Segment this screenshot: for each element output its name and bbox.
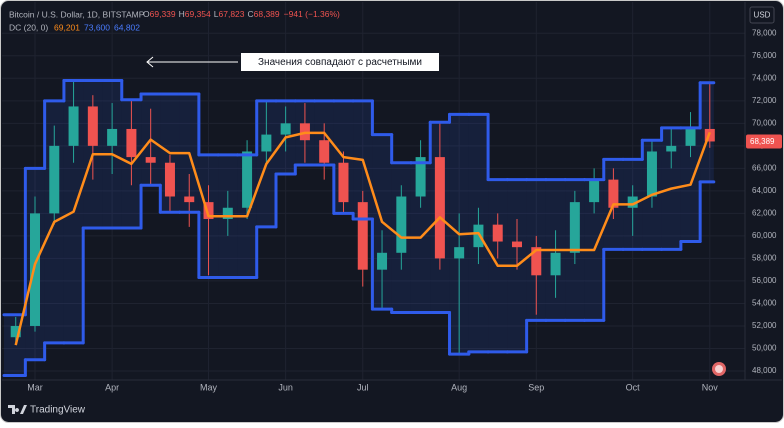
candle-body	[646, 151, 657, 197]
indicator-lower: 64,802	[114, 22, 140, 32]
candle-body	[685, 128, 696, 146]
y-tick-label: 64,000	[752, 186, 777, 195]
ohlc-value: 69,339	[150, 9, 176, 19]
last-price: 68,389	[750, 137, 775, 146]
candle-body	[589, 179, 600, 203]
last-price-tag	[746, 134, 782, 149]
ohlc-key: L	[214, 9, 219, 19]
channel-fill	[4, 314, 26, 376]
candle-body	[319, 140, 330, 163]
indicator-basis: 69,201	[54, 22, 80, 32]
x-tick-label: Jun	[278, 382, 293, 392]
channel-basis	[14, 131, 711, 346]
change: −941 (−1.36%)	[284, 9, 340, 19]
brand-name: TradingView	[30, 405, 86, 416]
annotation: Значения совпадают с расчетными	[146, 53, 439, 71]
candle-body	[454, 247, 465, 259]
y-tick-label: 54,000	[752, 299, 777, 308]
y-tick-label: 72,000	[752, 96, 777, 105]
candle-body	[30, 213, 40, 326]
candle-body	[434, 157, 445, 259]
x-tick-label: Oct	[626, 382, 641, 392]
candle-body	[10, 325, 21, 338]
ohlc-key: O	[143, 9, 150, 19]
candle-body	[550, 252, 561, 276]
candle-body	[261, 134, 272, 152]
x-tick-label: Aug	[451, 382, 467, 392]
y-tick-label: 70,000	[752, 118, 777, 127]
y-tick-label: 66,000	[752, 163, 777, 172]
candle-body	[184, 196, 195, 203]
ohlc-value: 69,354	[185, 9, 211, 19]
candle-body	[87, 106, 98, 146]
x-tick-label: Sep	[528, 382, 544, 392]
arrow-head	[146, 56, 154, 68]
logo	[8, 405, 27, 414]
candle-body	[338, 162, 349, 203]
currency-button[interactable]	[749, 6, 775, 24]
candle-body	[608, 179, 619, 208]
candle-body	[126, 128, 137, 158]
candle-body	[242, 151, 253, 208]
flag-icon	[712, 362, 726, 376]
y-tick-label: 74,000	[752, 73, 777, 82]
y-tick-label: 76,000	[752, 51, 777, 60]
ohlc-values: O69,339 H69,354 L67,823 C68,389 −941 (−1.36%…	[143, 9, 340, 19]
candle-body	[357, 202, 368, 270]
candle-body	[569, 202, 580, 253]
y-tick-label: 50,000	[752, 344, 777, 353]
candle-body	[203, 202, 214, 220]
candle-body	[473, 224, 484, 248]
x-tick-label: Nov	[702, 382, 719, 392]
candle-body	[415, 157, 426, 197]
indicator: DC (20, 0)	[9, 22, 48, 32]
symbol: Bitcoin / U.S. Dollar, 1D, BITSTAMP	[9, 9, 145, 19]
annotation-box	[241, 53, 439, 71]
y-tick-label: 78,000	[752, 28, 777, 37]
y-tick-label: 52,000	[752, 321, 777, 330]
ohlc-key: C	[248, 9, 254, 19]
ohlc-value: 68,389	[254, 9, 280, 19]
x-tick-label: Mar	[27, 382, 43, 392]
brand: TradingView	[8, 405, 86, 416]
candle-body	[107, 128, 118, 146]
candle-body	[164, 162, 175, 197]
axes: 48,000 50,000 52,000 54,000 56,000 58,000 60,0…	[27, 28, 782, 392]
candle-body	[396, 196, 407, 253]
candle-body	[68, 106, 79, 146]
candle-body	[145, 157, 156, 163]
candle-body	[377, 252, 388, 270]
candle-body	[666, 145, 677, 152]
candle-body	[492, 224, 503, 242]
plot	[2, 79, 716, 377]
candle-body	[49, 145, 60, 214]
x-tick-label: May	[200, 382, 218, 392]
candle-body	[512, 241, 522, 248]
y-tick-label: 58,000	[752, 254, 777, 263]
candle-body	[531, 247, 542, 276]
candle-body	[627, 196, 638, 208]
annotation-text: Значения совпадают с расчетными	[258, 57, 422, 68]
x-tick-label: Jul	[357, 382, 369, 392]
y-tick-label: 62,000	[752, 208, 777, 217]
icon	[715, 365, 723, 373]
x-tick-label: Apr	[105, 382, 119, 392]
indicator-upper: 73,600	[84, 22, 110, 32]
y-tick-label: 56,000	[752, 276, 777, 285]
ohlc-value: 67,823	[219, 9, 245, 19]
candle-body	[280, 123, 291, 135]
ohlc-key: H	[179, 9, 185, 19]
y-tick-label: 48,000	[752, 366, 777, 375]
candle-body	[222, 207, 233, 220]
currency[interactable]: USD	[754, 11, 771, 20]
y-tick-label: 60,000	[752, 231, 777, 240]
header: Bitcoin / U.S. Dollar, 1D, BITSTAMP O69,…	[9, 9, 340, 32]
